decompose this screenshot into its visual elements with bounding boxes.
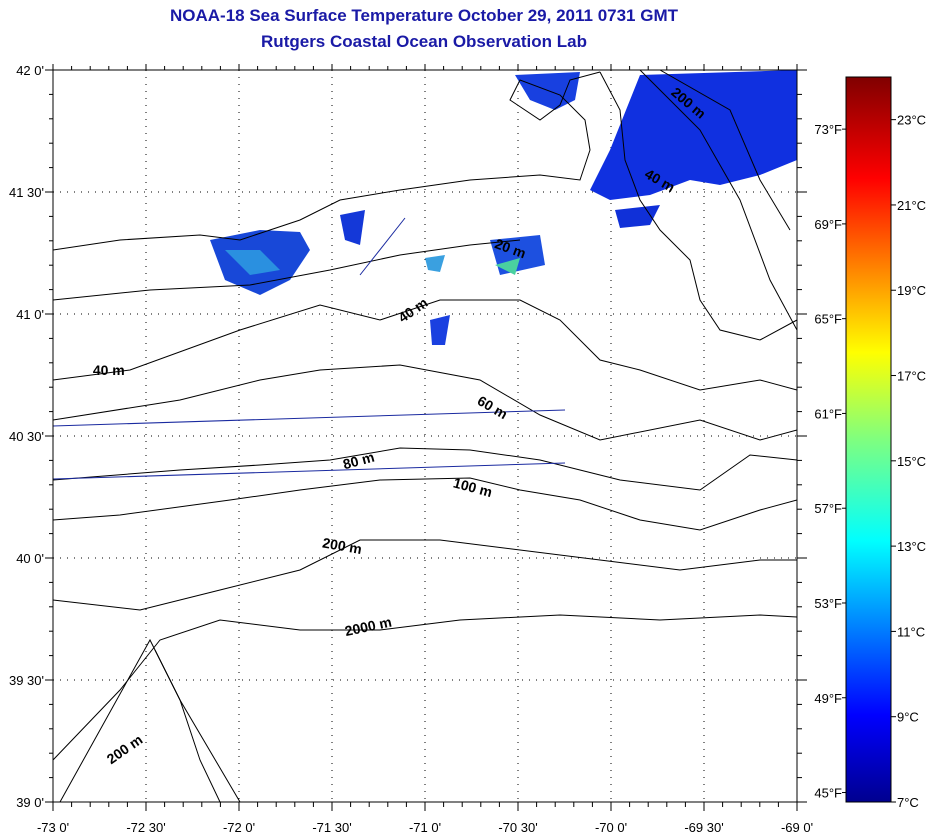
contour-label: 80 m (341, 449, 376, 473)
contour-label: 100 m (452, 474, 494, 500)
lon-tick-label: -69 0' (781, 820, 813, 835)
celsius-label: 23°C (897, 113, 926, 128)
contour-label: 40 m (395, 294, 430, 325)
fahrenheit-label: 65°F (814, 312, 842, 327)
fahrenheit-label: 45°F (814, 786, 842, 801)
fahrenheit-label: 53°F (814, 596, 842, 611)
lon-tick-label: -70 0' (595, 820, 627, 835)
celsius-label: 17°C (897, 369, 926, 384)
contour-label: 40 m (93, 362, 125, 378)
lon-tick-label: -69 30' (684, 820, 723, 835)
fahrenheit-label: 49°F (814, 691, 842, 706)
lat-tick-label: 41 30' (9, 185, 44, 200)
celsius-label: 11°C (897, 624, 925, 639)
celsius-label: 21°C (897, 198, 926, 213)
bathymetry-contours (53, 70, 797, 802)
satellite-track-lines (53, 217, 566, 480)
fahrenheit-label: 73°F (814, 122, 842, 137)
fahrenheit-label: 61°F (814, 406, 842, 421)
contour-label: 200 m (104, 731, 146, 767)
lon-tick-label: -71 0' (409, 820, 441, 835)
lat-tick-label: 42 0' (16, 63, 44, 78)
sst-pixels (210, 70, 797, 345)
map-axes: -73 0' -72 30' -72 0' -71 30' -71 0' -70 30' -… (9, 63, 813, 835)
map-title: NOAA-18 Sea Surface Temperature October … (169, 6, 679, 25)
colorbar (845, 76, 892, 803)
celsius-label: 7°C (897, 795, 919, 810)
lon-tick-label: -70 30' (498, 820, 537, 835)
lat-tick-label: 40 30' (9, 429, 44, 444)
lat-tick-label: 39 30' (9, 673, 44, 688)
celsius-label: 9°C (897, 710, 919, 725)
fahrenheit-label: 57°F (814, 501, 842, 516)
lat-tick-label: 40 0' (16, 551, 44, 566)
lat-tick-label: 39 0' (16, 795, 44, 810)
contour-label: 200 m (321, 534, 363, 557)
map-subtitle: Rutgers Coastal Ocean Observation Lab (261, 32, 587, 51)
celsius-label: 19°C (897, 283, 926, 298)
lon-tick-label: -72 30' (126, 820, 165, 835)
grid-lines (53, 70, 797, 802)
contour-label: 60 m (475, 392, 511, 422)
colorbar-labels: 23°C 21°C 19°C 17°C 15°C 13°C 11°C 9°C 7°C 73°F 69… (814, 113, 926, 810)
lon-tick-label: -73 0' (37, 820, 69, 835)
lon-tick-label: -71 30' (312, 820, 351, 835)
fahrenheit-label: 69°F (814, 217, 842, 232)
lon-tick-label: -72 0' (223, 820, 255, 835)
lat-tick-label: 41 0' (16, 307, 44, 322)
celsius-label: 15°C (897, 454, 926, 469)
celsius-label: 13°C (897, 539, 926, 554)
contour-label: 2000 m (343, 614, 393, 640)
